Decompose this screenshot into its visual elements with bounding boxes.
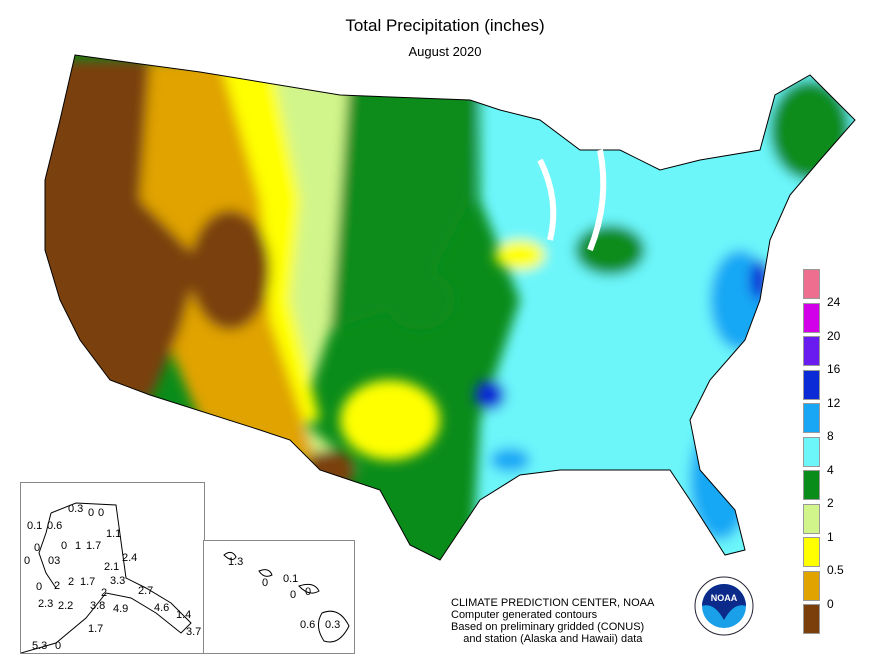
great-lakes	[537, 149, 607, 252]
legend-swatch	[803, 537, 820, 567]
hawaii-value-label: 0	[262, 577, 269, 589]
alaska-value-label: 2	[101, 587, 108, 599]
legend-swatch	[803, 570, 820, 601]
credit-text: CLIMATE PREDICTION CENTER, NOAA Computer…	[451, 597, 654, 645]
legend-label: 8	[827, 429, 834, 443]
alaska-value-label: 3.8	[90, 600, 106, 612]
noaa-logo: NOAA	[694, 572, 754, 645]
map-title: Total Precipitation (inches)	[345, 16, 545, 35]
credit-line: Computer generated contours	[451, 609, 598, 621]
hawaii-value-label: 0.1	[283, 573, 299, 585]
hawaii-value-label: 0.6	[300, 619, 316, 631]
alaska-value-label: 1.7	[80, 576, 96, 588]
legend-swatch	[803, 470, 820, 500]
alaska-value-label: 0	[24, 555, 31, 567]
alaska-value-label: 2.3	[38, 598, 54, 610]
alaska-value-label: 0	[98, 507, 105, 519]
legend-swatch	[803, 336, 820, 366]
legend-label: 1	[827, 529, 834, 544]
legend-swatch	[803, 436, 820, 467]
alaska-value-label: 0.3	[68, 503, 84, 515]
legend-swatch	[803, 403, 820, 433]
hawaii-value-label: 0	[305, 586, 312, 598]
legend-label: 12	[827, 395, 841, 410]
legend-label: 4	[827, 462, 834, 477]
alaska-value-label: 2.4	[122, 552, 138, 564]
alaska-value-label: 1	[75, 540, 82, 552]
hawaii-inset	[203, 540, 355, 654]
legend-swatch	[803, 503, 820, 534]
alaska-value-label: 0	[55, 640, 62, 652]
conus-outline	[44, 54, 856, 561]
map-subtitle: August 2020	[408, 44, 482, 59]
alaska-value-label: 0	[34, 542, 41, 554]
alaska-value-label: 4.9	[113, 603, 129, 615]
legend-label: 0.5	[827, 563, 844, 577]
legend-swatch	[803, 269, 820, 299]
alaska-value-label: 1.4	[176, 609, 192, 621]
alaska-value-label: 03	[48, 555, 61, 567]
alaska-value-label: 0	[61, 540, 68, 552]
hawaii-value-label: 1.3	[228, 556, 244, 568]
alaska-value-label: 1.7	[86, 540, 102, 552]
alaska-value-label: 2	[68, 576, 75, 588]
legend-label: 0	[827, 596, 834, 611]
alaska-value-label: 0.1	[27, 520, 43, 532]
svg-text:NOAA: NOAA	[711, 593, 738, 603]
alaska-value-label: 2	[54, 580, 61, 592]
alaska-value-label: 5.3	[32, 640, 48, 652]
alaska-value-label: 1.1	[106, 528, 122, 540]
alaska-inset	[20, 482, 205, 654]
alaska-value-label: 0	[36, 581, 43, 593]
alaska-value-label: 1.7	[88, 623, 104, 635]
alaska-value-label: 3.3	[110, 575, 126, 587]
alaska-value-label: 0	[88, 507, 95, 519]
alaska-value-label: 2.7	[138, 585, 154, 597]
legend-swatch	[803, 302, 820, 333]
alaska-value-label: 2.1	[104, 561, 120, 573]
alaska-value-label: 0.6	[47, 520, 63, 532]
legend-swatch	[803, 369, 820, 400]
legend-label: 20	[827, 328, 841, 343]
hawaii-value-label: 0	[290, 589, 297, 601]
hawaii-value-label: 0.3	[325, 619, 341, 631]
alaska-outline	[21, 502, 192, 653]
alaska-value-label: 3.7	[186, 626, 202, 638]
alaska-value-label: 4.6	[154, 602, 170, 614]
credit-line: Based on preliminary gridded (CONUS)	[451, 621, 645, 633]
credit-line: and station (Alaska and Hawaii) data	[451, 633, 643, 645]
legend-label: 2	[827, 496, 834, 510]
legend-swatch	[803, 604, 820, 634]
credit-line: CLIMATE PREDICTION CENTER, NOAA	[451, 597, 655, 609]
legend-label: 16	[827, 362, 841, 376]
alaska-value-label: 2.2	[58, 600, 74, 612]
hawaii-outline	[223, 551, 350, 643]
legend-label: 24	[827, 295, 841, 309]
